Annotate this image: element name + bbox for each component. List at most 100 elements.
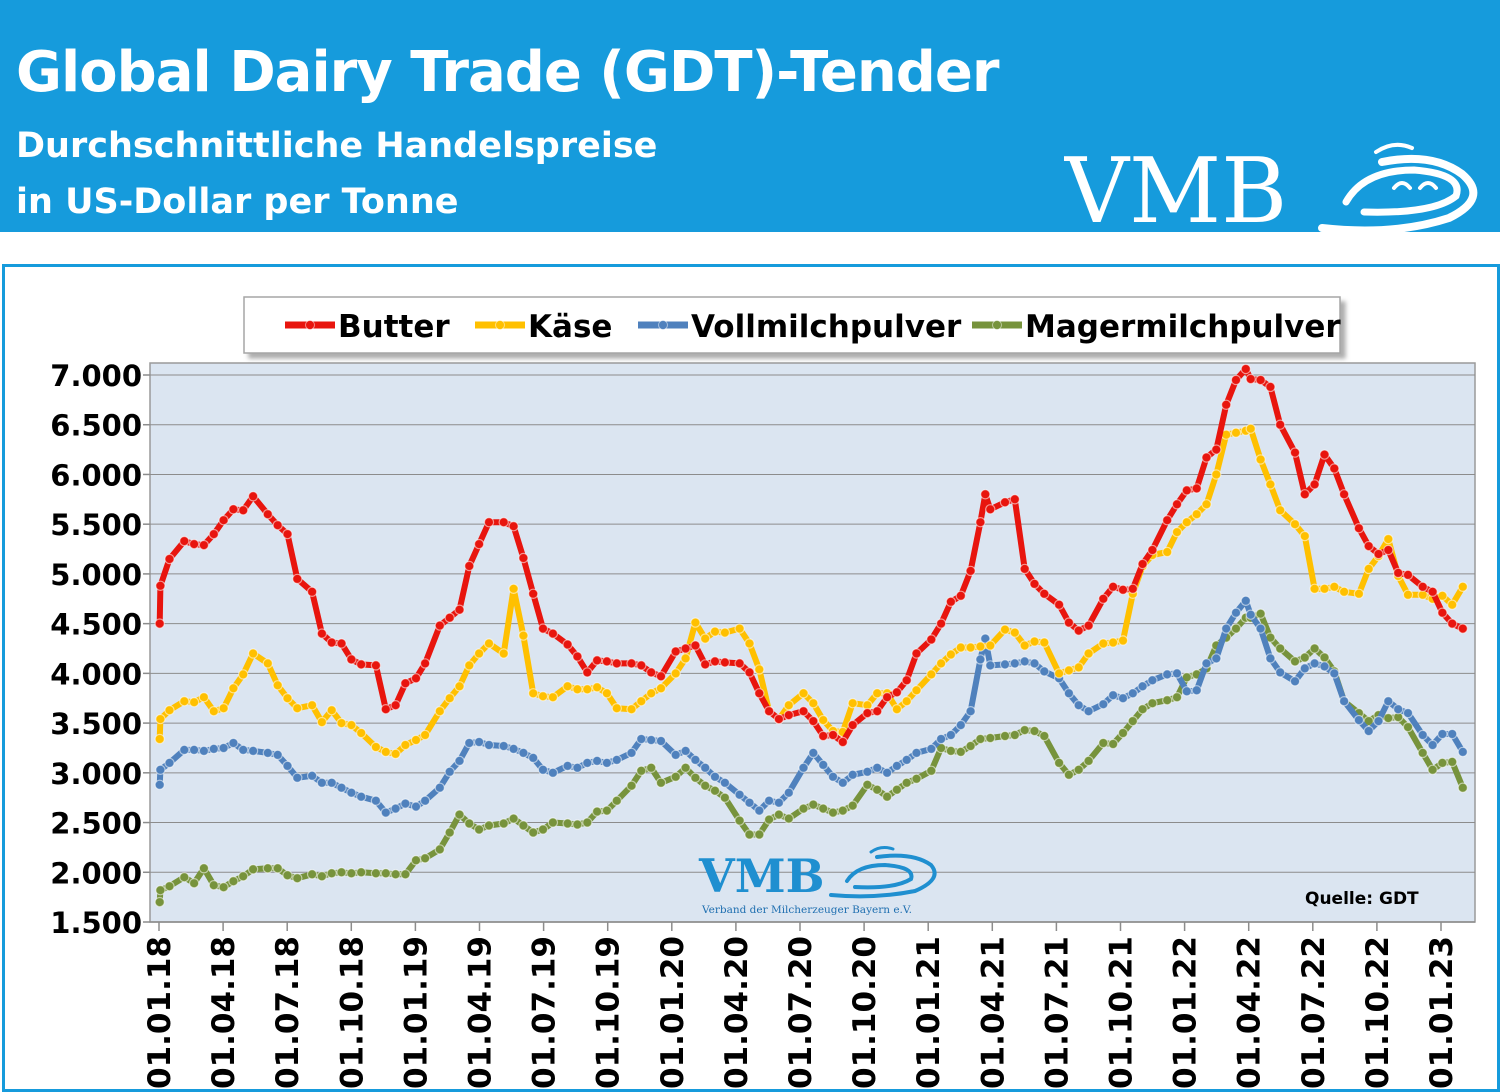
legend-item: Magermilchpulver [972, 309, 1341, 345]
data-point [518, 552, 529, 564]
data-point [1181, 485, 1193, 496]
data-point [218, 742, 229, 754]
data-point [454, 809, 465, 820]
legend-label: Käse [528, 309, 612, 345]
data-point [390, 803, 401, 814]
data-point [655, 683, 667, 694]
legend-marker [658, 320, 668, 330]
data-point [316, 628, 328, 639]
data-point [508, 583, 519, 594]
data-point [670, 668, 681, 679]
data-point [164, 881, 175, 892]
data-point [1137, 681, 1148, 692]
data-point [336, 717, 347, 729]
data-point [719, 792, 731, 803]
data-point [419, 729, 431, 741]
data-point [528, 688, 539, 699]
data-point [1137, 704, 1148, 715]
data-point [237, 669, 249, 680]
data-point [346, 868, 357, 879]
data-point [847, 769, 858, 780]
data-point [390, 869, 401, 880]
data-point [975, 516, 986, 528]
data-point [1363, 563, 1374, 575]
data-point [1402, 707, 1414, 719]
data-point [1127, 688, 1139, 699]
data-point [316, 777, 328, 788]
data-point [783, 700, 795, 711]
data-point [1437, 590, 1448, 601]
data-point [680, 762, 691, 773]
data-point [582, 667, 593, 678]
data-point [572, 819, 583, 830]
data-point [1289, 447, 1301, 458]
data-point [326, 705, 337, 716]
data-point [601, 757, 613, 769]
data-point [1127, 583, 1139, 594]
data-point [1117, 635, 1129, 646]
data-point [1171, 692, 1183, 703]
data-point [1309, 479, 1320, 490]
data-point [980, 489, 991, 500]
data-point [1029, 636, 1040, 647]
data-point [1373, 548, 1384, 560]
data-point [935, 658, 947, 669]
y-tick-label: 6.500 [50, 409, 142, 443]
data-point [380, 807, 391, 818]
data-point [1338, 489, 1350, 500]
data-point [292, 873, 303, 884]
data-point [1427, 739, 1438, 751]
data-point [188, 697, 200, 708]
data-point [837, 736, 849, 748]
data-point [719, 777, 731, 788]
data-point [827, 807, 839, 818]
data-point [1083, 648, 1094, 659]
data-point [611, 658, 623, 669]
data-point [1127, 715, 1139, 727]
y-tick-label: 2.000 [50, 856, 142, 890]
data-point [272, 749, 283, 761]
data-point [1255, 623, 1266, 634]
data-point [1117, 693, 1129, 704]
x-tick-label: 01.04.21 [975, 936, 1011, 1089]
legend-marker [992, 320, 1002, 330]
data-point [1073, 764, 1084, 775]
data-point [975, 641, 986, 652]
data-point [464, 737, 475, 749]
data-point [646, 688, 657, 699]
legend-marker [305, 320, 315, 330]
data-point [837, 777, 849, 788]
data-point [1329, 668, 1340, 679]
data-point [562, 760, 573, 772]
data-point [547, 692, 559, 703]
data-point [1417, 581, 1428, 592]
data-point [547, 767, 559, 778]
data-point [326, 868, 337, 879]
data-point [945, 649, 957, 660]
data-point [1363, 725, 1374, 737]
data-point [636, 660, 647, 671]
data-point [975, 733, 986, 745]
data-point [837, 805, 849, 816]
data-point [827, 729, 839, 741]
data-point [1457, 782, 1469, 793]
data-point [154, 896, 165, 908]
data-point [508, 813, 519, 824]
data-point [208, 528, 219, 540]
data-point [262, 863, 273, 874]
data-point [1319, 652, 1330, 663]
data-point [1240, 595, 1252, 606]
data-point [1211, 469, 1222, 480]
data-point [1147, 544, 1158, 556]
data-point [1245, 423, 1256, 434]
data-point [164, 757, 175, 769]
data-point [537, 623, 549, 634]
data-point [370, 660, 382, 671]
data-point [591, 682, 603, 693]
data-point [985, 660, 996, 671]
data-point [473, 648, 485, 659]
data-point [1191, 685, 1202, 696]
data-point [891, 784, 903, 795]
data-point [1309, 583, 1320, 594]
data-point [1147, 675, 1158, 686]
